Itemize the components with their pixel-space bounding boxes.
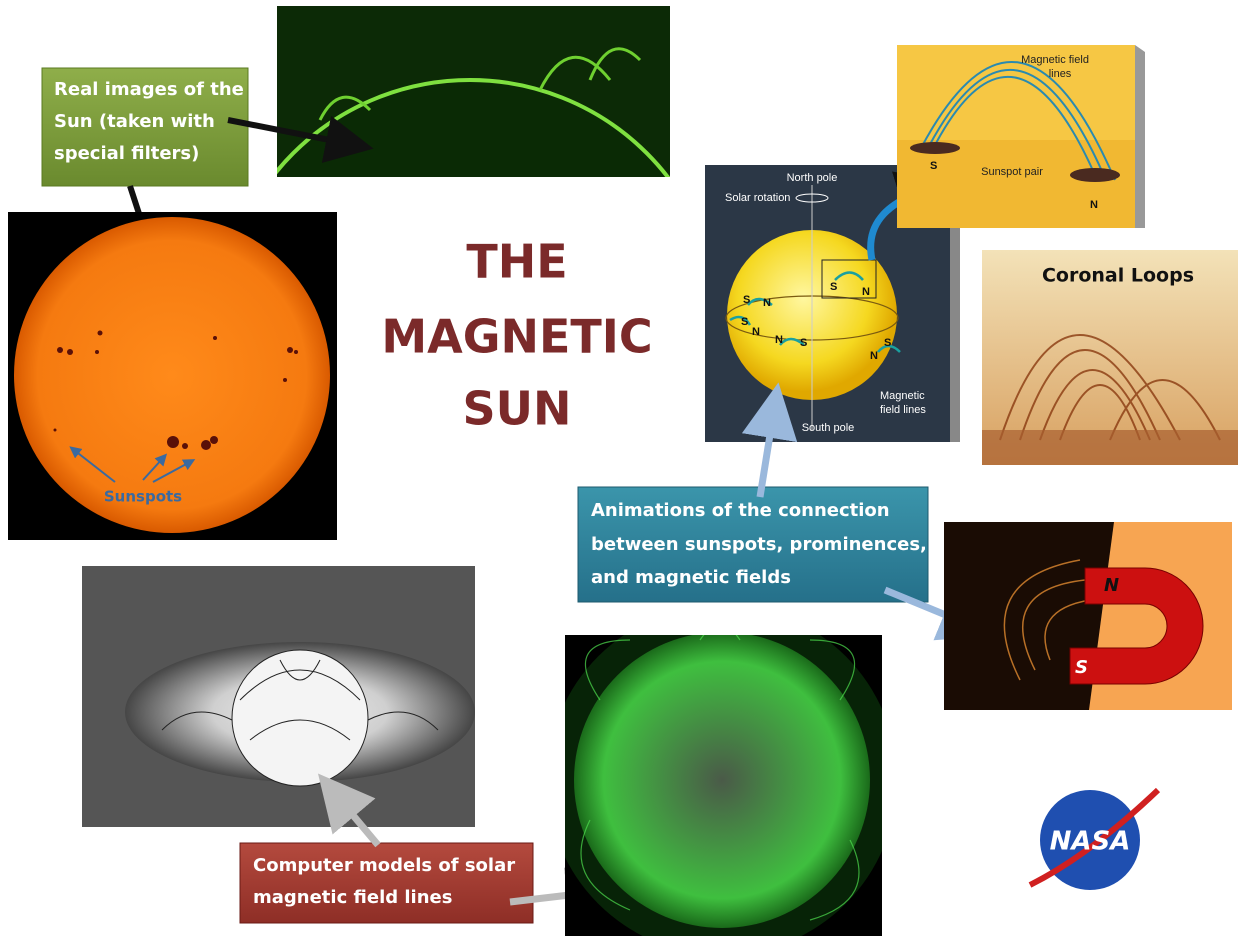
callout-line: special filters) <box>54 143 199 164</box>
callout-line: Computer models of solar <box>253 855 515 876</box>
callout-line: Animations of the connection <box>591 500 890 521</box>
magnet-s: S <box>1075 657 1088 678</box>
real-images-callout: Real images of the Sun (taken with speci… <box>42 68 248 186</box>
pole-letter: S <box>884 337 891 349</box>
logo-text: NASA <box>1050 827 1131 857</box>
nasa-logo: NASA <box>1030 790 1158 890</box>
solar-rotation: Solar rotation <box>725 192 790 204</box>
title-line: MAGNETIC <box>381 310 652 364</box>
inset-field-lines: lines <box>1049 68 1072 80</box>
callout-line: and magnetic fields <box>591 567 791 588</box>
title: THE MAGNETIC SUN <box>381 235 652 436</box>
orange-sun-image: Sunspots <box>8 212 337 540</box>
field-lines-label: Magnetic <box>880 390 925 402</box>
field-lines-sun-image <box>547 605 897 941</box>
pole-letter: N <box>775 334 783 346</box>
animations-callout: Animations of the connection between sun… <box>578 487 928 602</box>
coronal-loops-image: Coronal Loops <box>982 250 1238 465</box>
inset-field-lines: Magnetic field <box>1021 54 1089 66</box>
pole-letter: N <box>752 326 760 338</box>
pole-letter: N <box>763 297 771 309</box>
poster: Real images of the Sun (taken with speci… <box>0 0 1251 941</box>
pole-letter: S <box>741 316 748 328</box>
pole-letter: S <box>743 294 750 306</box>
pole-letter: S <box>800 337 807 349</box>
sunspots-label: Sunspots <box>104 488 182 506</box>
magnet-n: N <box>1104 575 1119 596</box>
callout-line: between sunspots, prominences, <box>591 534 927 555</box>
callout-line: Real images of the <box>54 79 244 100</box>
inset-s: S <box>930 160 937 172</box>
sunspot-pair-inset: Magnetic field lines Sunspot pair S N <box>897 45 1145 228</box>
south-pole: South pole <box>802 422 855 434</box>
pole-letter: S <box>830 281 837 293</box>
coronagraph-image <box>82 566 475 827</box>
computer-models-callout: Computer models of solar magnetic field … <box>240 843 533 923</box>
magnet-image: N S <box>944 522 1232 710</box>
pole-letter: N <box>862 286 870 298</box>
sunspot-pair-label: Sunspot pair <box>981 166 1043 178</box>
title-line: SUN <box>463 382 572 436</box>
callout-line: Sun (taken with <box>54 111 215 132</box>
inset-n: N <box>1090 199 1098 211</box>
field-lines-label: field lines <box>880 404 926 416</box>
callout-line: magnetic field lines <box>253 887 452 908</box>
coronal-loops-label: Coronal Loops <box>1042 265 1194 287</box>
title-line: THE <box>466 235 567 289</box>
pole-letter: N <box>870 350 878 362</box>
north-pole: North pole <box>787 172 838 184</box>
